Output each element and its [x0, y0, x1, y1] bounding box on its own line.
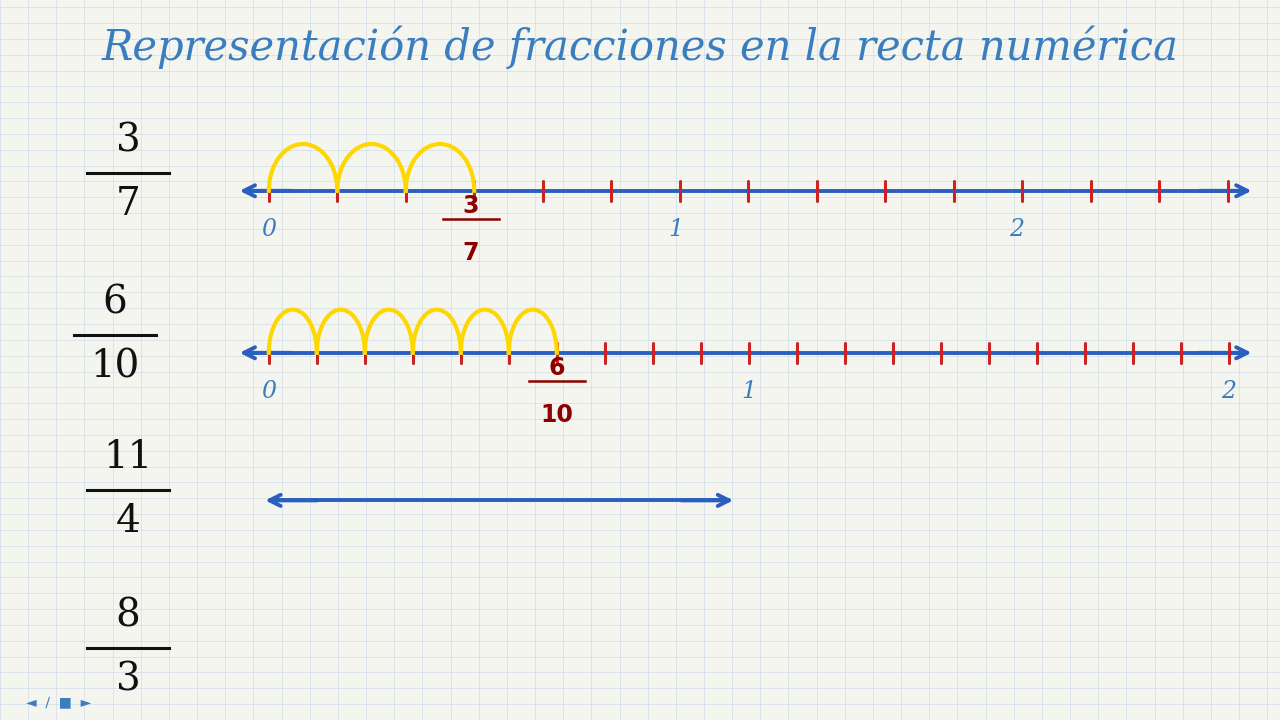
- Text: 6: 6: [549, 356, 564, 380]
- Text: 0: 0: [261, 218, 276, 241]
- Text: Representación de fracciones en la recta numérica: Representación de fracciones en la recta…: [101, 25, 1179, 68]
- Text: 11: 11: [104, 439, 152, 476]
- Text: 1: 1: [668, 218, 684, 241]
- Text: 2: 2: [1009, 218, 1024, 241]
- Text: 3: 3: [463, 194, 479, 218]
- Text: 3: 3: [115, 662, 141, 698]
- Text: 7: 7: [463, 241, 479, 265]
- Text: 0: 0: [261, 380, 276, 403]
- Text: 10: 10: [540, 403, 573, 427]
- Text: 3: 3: [115, 122, 141, 159]
- Text: 4: 4: [115, 503, 141, 540]
- Text: 2: 2: [1221, 380, 1236, 403]
- Text: ◄  ∕  ■  ►: ◄ ∕ ■ ►: [26, 695, 91, 709]
- Text: 7: 7: [115, 186, 141, 223]
- Text: 10: 10: [91, 348, 140, 385]
- Text: 8: 8: [115, 598, 141, 634]
- Text: 1: 1: [741, 380, 756, 403]
- Text: 6: 6: [102, 284, 128, 321]
